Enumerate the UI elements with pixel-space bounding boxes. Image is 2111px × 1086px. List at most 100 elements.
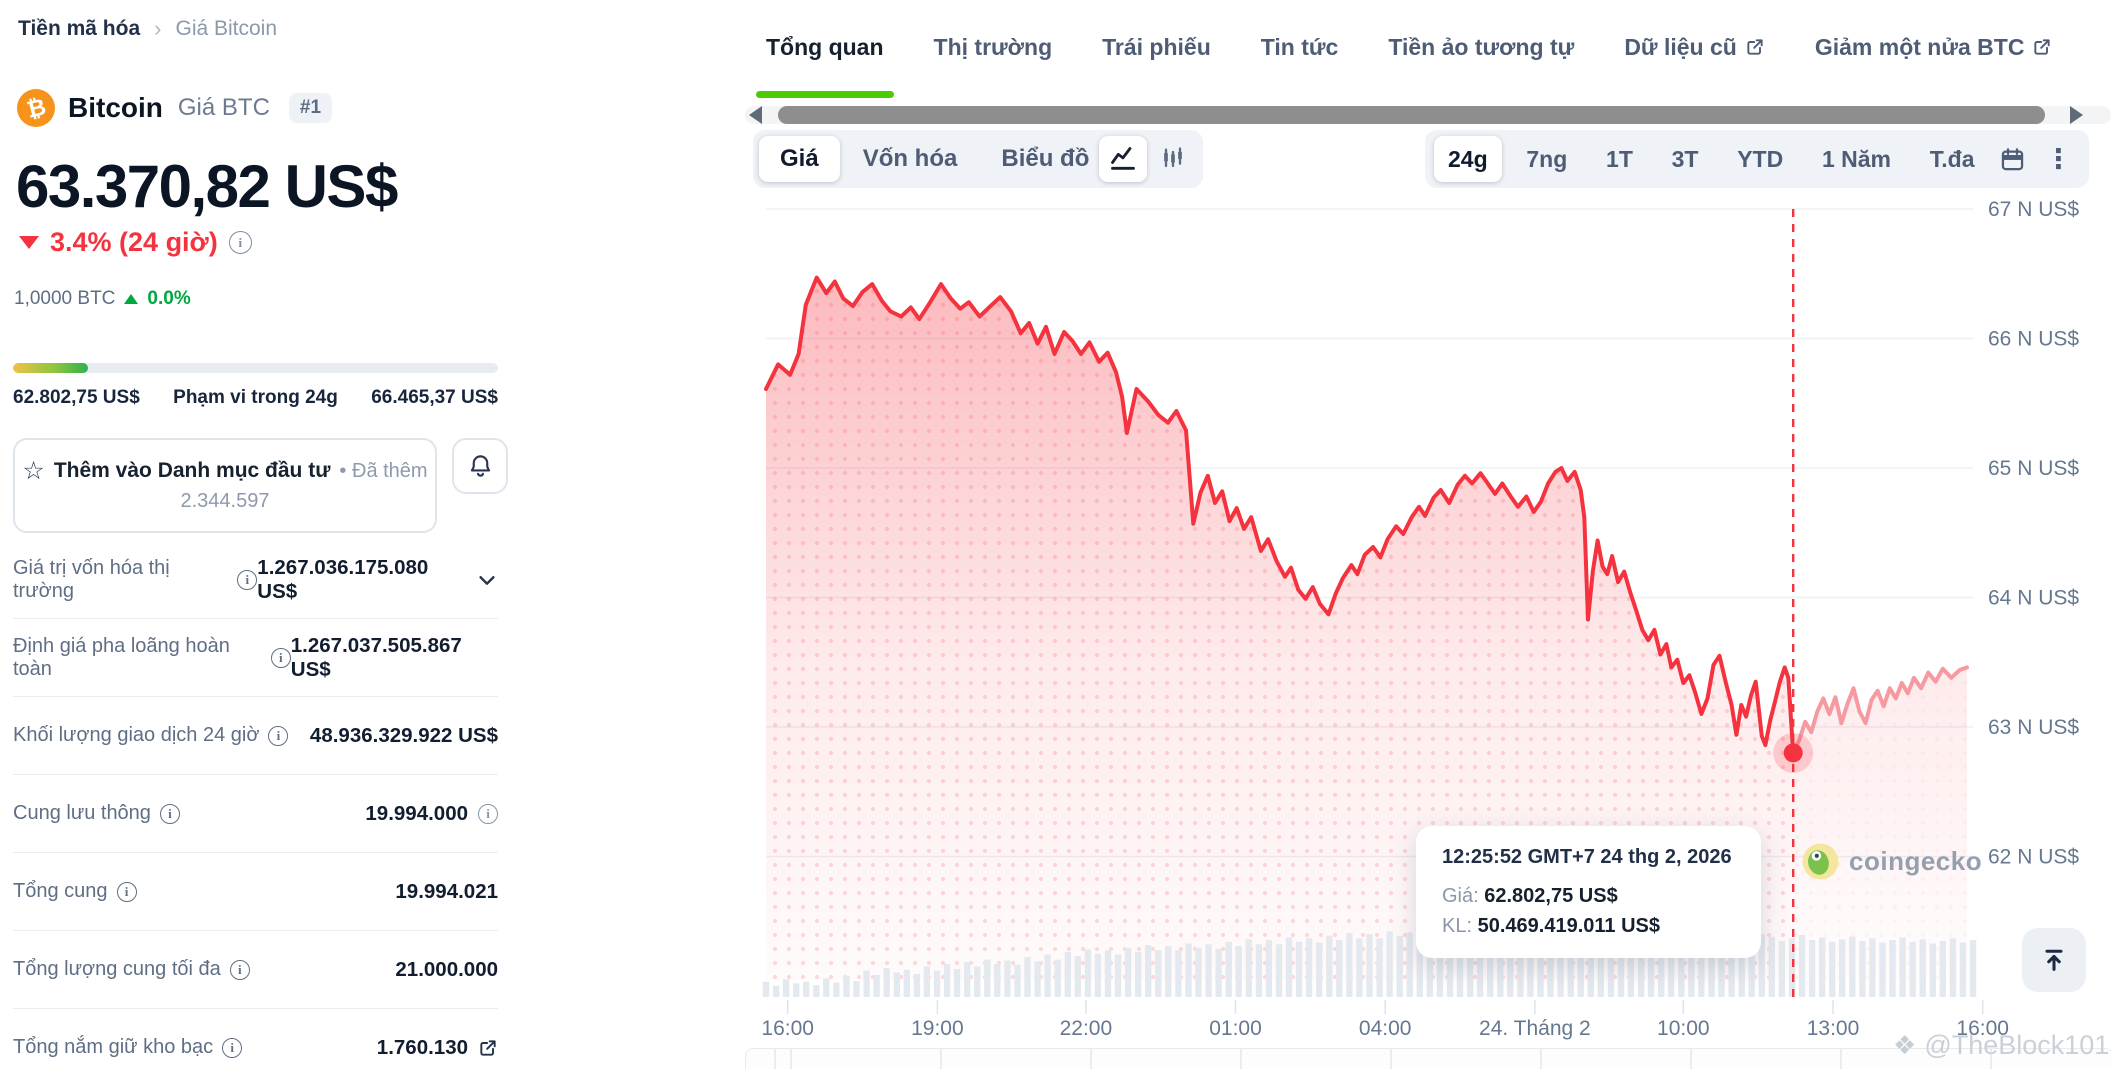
add-to-portfolio-button[interactable]: ☆ Thêm vào Danh mục đầu tư • Đã thêm 2.3… (13, 438, 437, 533)
tab-giảm-một-nửa-btc[interactable]: Giảm một nửa BTC (1815, 28, 2053, 98)
price-change: 3.4% (24 giờ) i (19, 227, 252, 258)
tab-dữ-liệu-cũ[interactable]: Dữ liệu cũ (1624, 28, 1765, 98)
tab-label: Tổng quan (766, 34, 884, 60)
line-chart-icon (1111, 147, 1135, 170)
stat-value[interactable]: 1.760.130 (377, 1036, 498, 1060)
svg-text:67 N US$: 67 N US$ (1988, 200, 2079, 221)
bitcoin-logo-icon: ₿ (17, 89, 55, 127)
breadcrumb-separator-icon: › (154, 16, 162, 41)
stat-row: Tổng nắm giữ kho bạc i 1.760.130 (13, 1009, 498, 1086)
stat-label: Tổng cung i (13, 880, 137, 903)
svg-text:01:00: 01:00 (1209, 1017, 1262, 1040)
info-icon[interactable]: i (478, 803, 498, 824)
svg-text:13:00: 13:00 (1807, 1017, 1860, 1040)
info-icon[interactable]: i (237, 569, 258, 590)
info-icon[interactable]: i (268, 725, 289, 746)
range-24h-bar (13, 363, 498, 373)
range-button-t.đa[interactable]: T.đa (1929, 145, 1975, 172)
tab-tiền-ảo-tương-tự[interactable]: Tiền ảo tương tự (1388, 28, 1574, 98)
chevron-down-icon (479, 575, 495, 585)
line-chart-toggle[interactable] (1099, 136, 1147, 182)
btc-ratio-row: 1,0000 BTC 0.0% (14, 288, 191, 310)
alert-bell-button[interactable] (452, 438, 508, 494)
more-options-button[interactable]: ⋮ (2045, 143, 2072, 174)
tab-label: Thị trường (933, 34, 1053, 60)
tab-label: Trái phiếu (1102, 34, 1211, 60)
svg-text:66 N US$: 66 N US$ (1988, 328, 2079, 351)
btc-change: 0.0% (147, 288, 191, 309)
stat-label: Khối lượng giao dịch 24 giờ i (13, 724, 289, 747)
stat-label: Giá trị vốn hóa thị trường i (13, 557, 258, 603)
stat-row: Khối lượng giao dịch 24 giờ i 48.936.329.9… (13, 697, 498, 775)
bell-icon (470, 454, 490, 477)
stat-row: Định giá pha loãng hoàn toàn i 1.267.037.5… (13, 619, 498, 697)
tab-tổng-quan[interactable]: Tổng quan (756, 28, 894, 98)
range-button-1-năm[interactable]: 1 Năm (1821, 145, 1892, 172)
breadcrumb-link-crypto[interactable]: Tiền mã hóa (18, 17, 141, 40)
info-icon[interactable]: i (270, 647, 291, 668)
external-link-icon (2034, 39, 2051, 55)
portfolio-button-label: Thêm vào Danh mục đầu tư (53, 459, 331, 482)
range-button-24g[interactable]: 24g (1434, 136, 1502, 182)
info-icon[interactable]: i (159, 803, 180, 824)
chart-type-toggle-group (1093, 130, 1203, 188)
coingecko-logo-icon (1802, 843, 1839, 880)
svg-text:24. Tháng 2: 24. Tháng 2 (1479, 1017, 1591, 1040)
tab-thị-trường[interactable]: Thị trường (934, 28, 1053, 98)
svg-text:65 N US$: 65 N US$ (1988, 457, 2079, 480)
time-range-group: 24g 7ng 1T 3T YTD 1 Năm T.đa ⋮ (1425, 130, 2089, 188)
down-triangle-icon (19, 236, 39, 249)
coin-header: ₿ Bitcoin Giá BTC #1 (17, 89, 333, 127)
stat-row: Tổng lượng cung tối đa i 21.000.000 (13, 931, 498, 1009)
svg-text:16:00: 16:00 (1956, 1017, 2009, 1040)
scroll-right-icon[interactable] (2070, 106, 2083, 124)
external-link-icon (1747, 39, 1763, 55)
info-icon[interactable]: i (228, 231, 252, 254)
info-icon[interactable]: i (116, 881, 137, 902)
stat-value: 48.936.329.922 US$ (309, 723, 498, 747)
svg-text:19:00: 19:00 (911, 1017, 964, 1040)
stat-row: Giá trị vốn hóa thị trường i 1.267.036.175… (13, 541, 498, 619)
candlestick-toggle[interactable] (1149, 136, 1197, 182)
scroll-left-icon[interactable] (749, 106, 762, 124)
range-button-ytd[interactable]: YTD (1737, 145, 1784, 172)
tab-tin-tức[interactable]: Tin tức (1261, 28, 1339, 98)
svg-text:64 N US$: 64 N US$ (1988, 587, 2079, 610)
metric-button-giá[interactable]: Giá (759, 136, 840, 182)
back-to-top-button[interactable] (2022, 928, 2086, 992)
chart-plot: 67 N US$ 66 N US$ 65 N US$ 64 N US$ 63 N US$… (761, 200, 2079, 1040)
coingecko-attribution[interactable]: coingecko (1802, 843, 1982, 880)
calendar-button[interactable] (1999, 146, 2026, 173)
stat-value[interactable]: 1.267.036.175.080 US$ (257, 556, 498, 604)
svg-text:16:00: 16:00 (761, 1017, 814, 1040)
metric-button-vốn-hóa[interactable]: Vốn hóa (862, 145, 958, 172)
stats-list: Giá trị vốn hóa thị trường i 1.267.036.175… (13, 541, 498, 1086)
breadcrumb-current: Giá Bitcoin (175, 17, 278, 40)
range-button-1t[interactable]: 1T (1606, 145, 1633, 172)
tooltip-time: 12:25:52 GMT+7 24 thg 2, 2026 (1442, 846, 1732, 868)
horizontal-scrollbar[interactable] (745, 106, 2111, 124)
external-link-icon (480, 1039, 496, 1056)
calendar-icon (2002, 147, 2024, 170)
price-chart[interactable]: 67 N US$ 66 N US$ 65 N US$ 64 N US$ 63 N US$… (740, 200, 2111, 1068)
coingecko-wordmark: coingecko (1849, 846, 1983, 876)
tab-trái-phiếu[interactable]: Trái phiếu (1102, 28, 1211, 98)
range-label: Phạm vi trong 24g (173, 387, 338, 408)
tooltip-price-label: Giá: (1442, 885, 1479, 907)
range-button-3t[interactable]: 3T (1671, 145, 1699, 172)
metric-button-biểu-đồ[interactable]: Biểu đồ (1001, 145, 1090, 172)
range-button-7ng[interactable]: 7ng (1526, 145, 1568, 172)
stat-label: Tổng nắm giữ kho bạc i (13, 1036, 243, 1059)
diamond-logo-icon: ❖ (1893, 1030, 1917, 1060)
scrollbar-thumb[interactable] (778, 106, 2045, 124)
chart-navigator-strip[interactable] (745, 1048, 2111, 1069)
stat-label: Cung lưu thông i (13, 802, 180, 825)
rank-badge: #1 (288, 93, 333, 123)
tooltip-volume-value: 50.469.419.011 US$ (1477, 915, 1660, 937)
tooltip-volume-label: KL: (1442, 915, 1473, 937)
range-high: 66.465,37 US$ (371, 387, 498, 408)
range-low: 62.802,75 US$ (13, 387, 140, 408)
info-icon[interactable]: i (229, 959, 250, 980)
info-icon[interactable]: i (222, 1037, 243, 1058)
current-price: 63.370,82 US$ (16, 153, 398, 220)
